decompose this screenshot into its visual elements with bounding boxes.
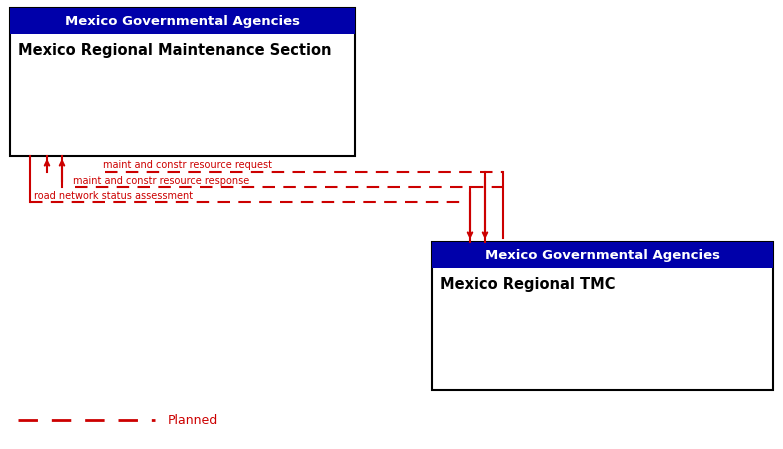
Bar <box>10 8 355 156</box>
Text: Mexico Regional Maintenance Section: Mexico Regional Maintenance Section <box>18 43 331 58</box>
Text: Mexico Governmental Agencies: Mexico Governmental Agencies <box>65 14 300 27</box>
Bar <box>432 242 773 268</box>
Text: Mexico Regional TMC: Mexico Regional TMC <box>440 277 615 292</box>
Text: maint and constr resource response: maint and constr resource response <box>74 176 250 185</box>
Text: Mexico Governmental Agencies: Mexico Governmental Agencies <box>485 248 720 261</box>
Bar <box>432 242 773 390</box>
Text: Planned: Planned <box>168 414 218 427</box>
Bar <box>10 8 355 34</box>
Text: maint and constr resource request: maint and constr resource request <box>103 160 272 170</box>
Text: road network status assessment: road network status assessment <box>34 191 193 201</box>
